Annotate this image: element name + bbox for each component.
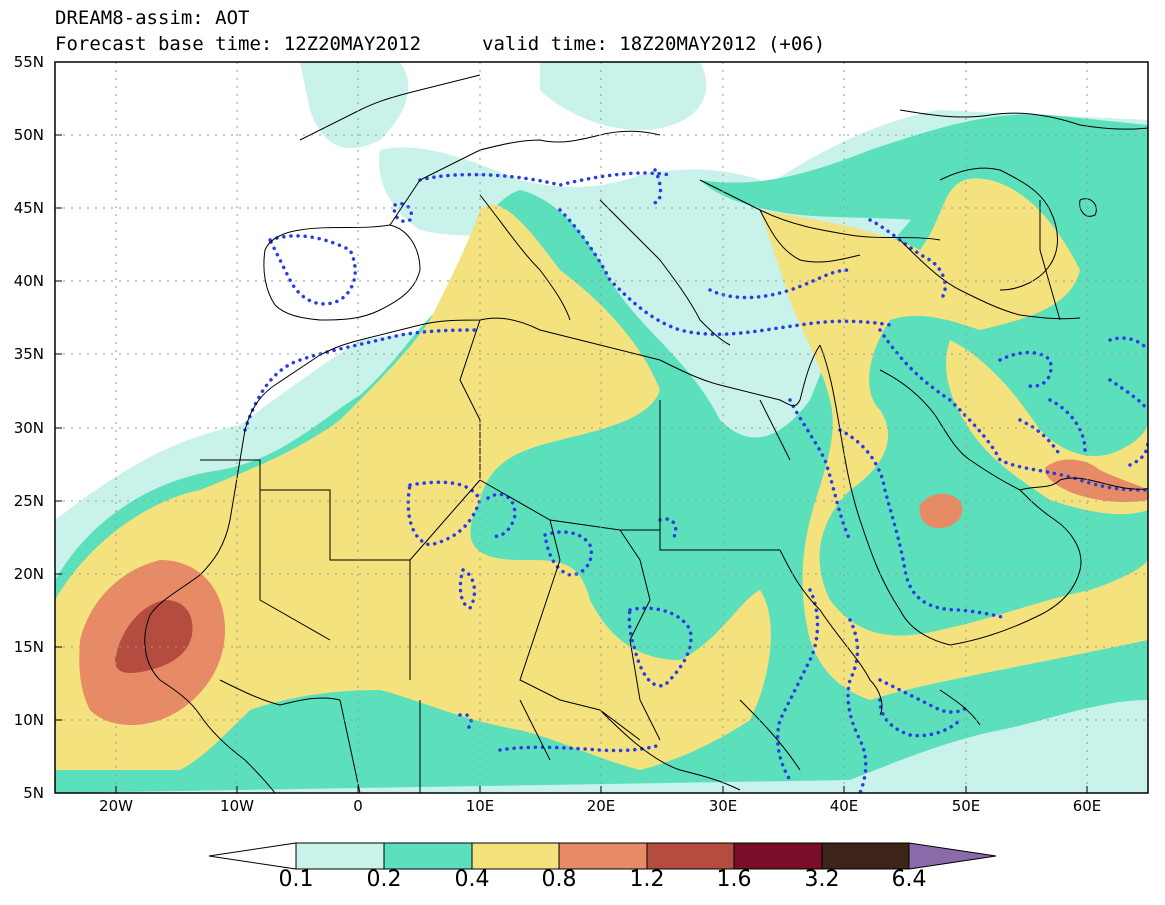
- lat-label-10n: 10N: [13, 711, 44, 729]
- colorbar-swatch-3: [471, 842, 560, 870]
- lat-label-45n: 45N: [13, 199, 44, 217]
- lon-label-40e: 40E: [829, 797, 859, 815]
- lon-label-10w: 10W: [220, 797, 254, 815]
- lat-label-25n: 25N: [13, 492, 44, 510]
- aot-0.8-region-arabia: [919, 493, 963, 529]
- lon-label-10e: 10E: [465, 797, 495, 815]
- lat-label-40n: 40N: [13, 272, 44, 290]
- colorbar-high-arrow: [908, 842, 997, 870]
- colorbar-swatch-6: [733, 842, 823, 870]
- colorbar-swatch-4: [558, 842, 648, 870]
- lon-label-60e: 60E: [1072, 797, 1102, 815]
- obs-contours: [243, 168, 1148, 793]
- colorbar-label-1.2: 1.2: [629, 867, 665, 892]
- aot-field: [55, 62, 1148, 793]
- forecast-base-time: Forecast base time: 12Z20MAY2012: [55, 33, 422, 55]
- aot-0.8-region-gulf: [1045, 459, 1148, 503]
- lat-label-55n: 55N: [13, 53, 44, 71]
- colorbar-label-0.1: 0.1: [278, 867, 314, 892]
- map-title: DREAM8-assim: AOT: [55, 7, 250, 29]
- lat-label-50n: 50N: [13, 126, 44, 144]
- colorbar-label-0.8: 0.8: [541, 867, 577, 892]
- colorbar-label-0.2: 0.2: [366, 867, 402, 892]
- aot-0.1-region-alps: [540, 62, 707, 130]
- aot-0.4-region-arabia: [760, 178, 1148, 701]
- colorbar-swatch-1: [295, 842, 385, 870]
- colorbar-low-arrow: [208, 842, 297, 870]
- lon-label-0: 0: [353, 797, 363, 815]
- aot-0.4-region: [55, 204, 771, 770]
- lat-label-15n: 15N: [13, 638, 44, 656]
- colorbar-label-1.6: 1.6: [716, 867, 752, 892]
- lon-label-20e: 20E: [586, 797, 616, 815]
- aot-0.1-region-europe: [379, 147, 760, 236]
- colorbar-label-0.4: 0.4: [454, 867, 490, 892]
- colorbar-swatch-7: [821, 842, 910, 870]
- lon-label-30e: 30E: [708, 797, 738, 815]
- colorbar-label-6.4: 6.4: [891, 867, 927, 892]
- colorbar-label-3.2: 3.2: [804, 867, 840, 892]
- grid-lines: [55, 62, 1148, 793]
- axis-ticks: [55, 134, 1088, 793]
- colorbar-swatch-5: [646, 842, 735, 870]
- colorbar-swatch-2: [383, 842, 473, 870]
- lat-label-35n: 35N: [13, 345, 44, 363]
- valid-time: valid time: 18Z20MAY2012 (+06): [482, 33, 826, 55]
- lat-label-20n: 20N: [13, 565, 44, 583]
- lat-label-30n: 30N: [13, 419, 44, 437]
- lat-label-5n: 5N: [23, 784, 44, 802]
- colorbar: [208, 842, 997, 870]
- lon-label-50e: 50E: [951, 797, 981, 815]
- coastlines-borders: [144, 74, 1148, 793]
- aot-1.2-region: [115, 600, 193, 673]
- lon-label-20w: 20W: [99, 797, 133, 815]
